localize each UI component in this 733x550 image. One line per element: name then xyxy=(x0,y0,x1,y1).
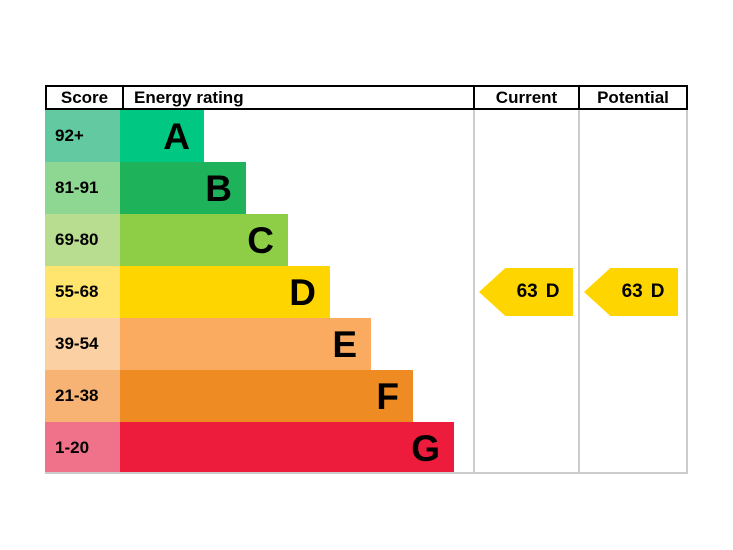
band-rows: 92+ A 81-91 B 69-80 C 55-68 D xyxy=(45,110,688,474)
band-letter: E xyxy=(332,323,357,365)
band-bar-a: A xyxy=(120,110,204,162)
header-energy-rating: Energy rating xyxy=(122,87,473,108)
score-range-label: 39-54 xyxy=(45,318,120,370)
score-range-label: 81-91 xyxy=(45,162,120,214)
band-row-c: 69-80 C xyxy=(45,214,688,266)
band-bar-e: E xyxy=(120,318,371,370)
band-letter: C xyxy=(247,219,274,261)
band-letter: D xyxy=(289,271,316,313)
current-rating-arrow: 63 D xyxy=(479,268,573,316)
current-band-letter: D xyxy=(545,281,560,302)
score-range-label: 21-38 xyxy=(45,370,120,422)
current-score-value: 63 xyxy=(516,281,538,302)
potential-band-letter: D xyxy=(650,281,665,302)
column-divider xyxy=(578,110,580,474)
band-bar-g: G xyxy=(120,422,454,474)
band-row-d: 55-68 D xyxy=(45,266,688,318)
band-row-a: 92+ A xyxy=(45,110,688,162)
table-header: Score Energy rating Current Potential xyxy=(45,85,688,110)
band-row-e: 39-54 E xyxy=(45,318,688,370)
band-letter: A xyxy=(163,115,190,157)
band-bar-c: C xyxy=(120,214,288,266)
band-letter: F xyxy=(376,375,399,417)
potential-score-value: 63 xyxy=(621,281,643,302)
band-row-g: 1-20 G xyxy=(45,422,688,474)
header-score: Score xyxy=(60,87,109,107)
column-divider xyxy=(686,110,688,474)
rating-table: Score Energy rating Current Potential 92… xyxy=(45,85,688,474)
header-potential: Potential xyxy=(578,87,686,108)
column-divider xyxy=(473,110,475,474)
band-letter: G xyxy=(411,427,440,469)
band-bar-b: B xyxy=(120,162,246,214)
score-range-label: 92+ xyxy=(45,110,120,162)
band-bar-f: F xyxy=(120,370,413,422)
band-row-f: 21-38 F xyxy=(45,370,688,422)
band-bar-d: D xyxy=(120,266,330,318)
score-range-label: 1-20 xyxy=(45,422,120,474)
score-range-label: 55-68 xyxy=(45,266,120,318)
band-letter: B xyxy=(205,167,232,209)
table-bottom-border xyxy=(45,472,688,474)
score-range-label: 69-80 xyxy=(45,214,120,266)
header-current: Current xyxy=(473,87,578,108)
band-row-b: 81-91 B xyxy=(45,162,688,214)
